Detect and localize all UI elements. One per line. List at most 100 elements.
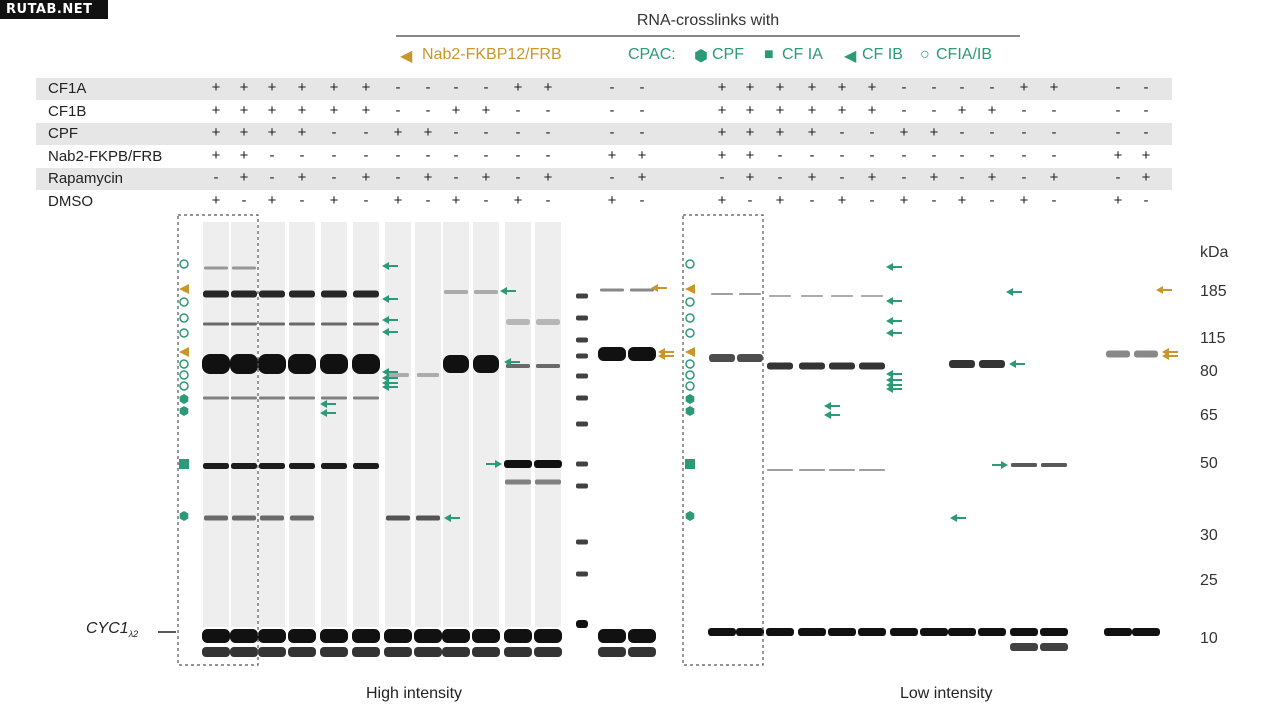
- mw-10: 10: [1200, 630, 1218, 647]
- condition-cell: +: [543, 79, 553, 96]
- condition-cell: -: [331, 169, 337, 186]
- condition-cell: +: [211, 191, 221, 209]
- hexagon-marker: [685, 394, 695, 404]
- gel-band: [798, 628, 826, 636]
- gel-band: [769, 295, 791, 297]
- gel-band: [259, 290, 285, 298]
- gel-band: [767, 362, 793, 370]
- gel-band: [858, 628, 886, 636]
- gel-band: [1134, 350, 1158, 358]
- condition-cell: +: [775, 191, 785, 209]
- dashed-box: [682, 214, 764, 666]
- gel-band: [289, 322, 315, 326]
- condition-cell: +: [717, 191, 727, 209]
- gel-band: [386, 515, 410, 521]
- condition-cell: -: [483, 124, 489, 141]
- condition-cell: -: [639, 191, 645, 209]
- gel-band: [801, 295, 823, 297]
- circle-icon: ○: [920, 46, 930, 63]
- condition-cell: -: [213, 169, 219, 186]
- gel-band: [384, 647, 412, 657]
- arrow-marker: [382, 383, 389, 391]
- condition-cell: +: [361, 79, 371, 96]
- gel-band: [576, 395, 588, 401]
- gel-band: [231, 322, 257, 326]
- arrow-marker: [886, 263, 893, 271]
- condition-cell: +: [481, 169, 491, 186]
- watermark: RUTAB.NET: [0, 0, 108, 19]
- condition-cell: +: [239, 124, 249, 141]
- mw-unit: kDa: [1200, 244, 1229, 261]
- condition-cell: -: [989, 124, 995, 141]
- gel-band: [204, 266, 228, 270]
- condition-cell: -: [545, 191, 551, 209]
- circle-marker: [179, 328, 189, 338]
- condition-cell: -: [777, 169, 783, 186]
- condition-cell: -: [869, 146, 875, 164]
- condition-cell: +: [807, 124, 817, 141]
- condition-cell: +: [451, 101, 461, 119]
- arrow-marker: [1162, 352, 1169, 360]
- condition-cell: -: [839, 169, 845, 186]
- gel-band: [320, 629, 348, 643]
- condition-cell: -: [395, 101, 401, 119]
- condition-cell: +: [239, 169, 249, 186]
- condition-cell: -: [453, 79, 459, 96]
- gel-band: [288, 629, 316, 643]
- condition-cell: -: [989, 146, 995, 164]
- gel-band: [861, 295, 883, 297]
- lane-smear: [203, 222, 229, 627]
- condition-cell: +: [423, 124, 433, 141]
- condition-cell: -: [809, 191, 815, 209]
- condition-cell: +: [267, 124, 277, 141]
- condition-cell: +: [1113, 191, 1123, 209]
- arrow-marker: [1156, 286, 1163, 294]
- gel-band: [859, 469, 885, 471]
- condition-cell: -: [901, 169, 907, 186]
- condition-cell: +: [297, 101, 307, 119]
- lane-smear: [443, 222, 469, 627]
- circle-marker: [179, 381, 189, 391]
- square-marker: [179, 459, 189, 469]
- circle-marker: [685, 328, 695, 338]
- gel-band: [444, 290, 468, 294]
- arrow-marker: [504, 358, 511, 366]
- gel-band: [737, 354, 763, 362]
- gel-band: [472, 647, 500, 657]
- gel-band: [232, 515, 256, 521]
- condition-cell: -: [453, 124, 459, 141]
- gel-band: [576, 620, 588, 628]
- condition-cell: -: [269, 169, 275, 186]
- gel-band: [321, 290, 347, 298]
- condition-cell: -: [483, 79, 489, 96]
- condition-cell: +: [1141, 146, 1151, 164]
- lane-smear: [289, 222, 315, 627]
- condition-cell: +: [775, 101, 785, 119]
- gel-band: [474, 290, 498, 294]
- gel-band: [504, 629, 532, 643]
- condition-cell: +: [745, 101, 755, 119]
- circle-marker: [179, 297, 189, 307]
- condition-cell: -: [931, 101, 937, 119]
- gel-band: [202, 354, 230, 374]
- gel-band: [203, 396, 229, 400]
- gel-band: [630, 288, 654, 292]
- gel-band: [288, 354, 316, 374]
- gel-band: [384, 629, 412, 643]
- condition-cell: +: [481, 101, 491, 119]
- condition-cell: +: [957, 191, 967, 209]
- hexagon-marker: [179, 406, 189, 416]
- condition-cell: +: [1049, 79, 1059, 96]
- circle-marker: [685, 381, 695, 391]
- gel-band: [831, 295, 853, 297]
- arrow-marker: [500, 287, 507, 295]
- gel-band: [442, 647, 470, 657]
- gel-band: [414, 647, 442, 657]
- gel-band: [979, 360, 1005, 368]
- condition-cell: +: [899, 191, 909, 209]
- gel-band: [416, 515, 440, 521]
- condition-cell: -: [483, 191, 489, 209]
- mw-80: 80: [1200, 363, 1218, 380]
- condition-cell: +: [393, 191, 403, 209]
